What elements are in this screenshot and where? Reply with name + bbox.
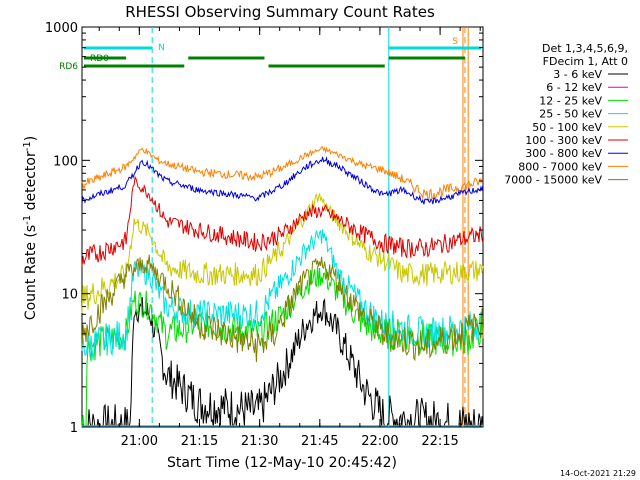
grid: RD0 RD6 N S bbox=[59, 27, 481, 427]
y-tick-label: 1000 bbox=[45, 21, 78, 36]
legend-label: 7000 - 15000 keV bbox=[504, 174, 602, 187]
chart-title: RHESSI Observing Summary Count Rates bbox=[125, 3, 435, 21]
legend-label: 3 - 6 keV bbox=[553, 68, 602, 81]
legend: Det 1,3,4,5,6,9,FDecim 1, Att 03 - 6 keV… bbox=[504, 42, 628, 187]
series-line bbox=[81, 175, 484, 267]
axes-layer: 1 10 100 1000 21:00 21:15 21:30 21:45 22:00 22:15 bbox=[45, 21, 483, 449]
footer-date: 14-Oct-2021 21:29 bbox=[560, 469, 636, 478]
n-label: N bbox=[158, 43, 165, 53]
y-tick-label: 100 bbox=[53, 154, 78, 169]
y-tick-label: 1 bbox=[70, 421, 78, 436]
x-tick-label: 21:30 bbox=[241, 434, 278, 449]
s-label: S bbox=[452, 37, 458, 47]
series-line bbox=[81, 229, 484, 360]
legend-label: 12 - 25 keV bbox=[539, 94, 602, 107]
legend-label: 300 - 800 keV bbox=[525, 147, 602, 160]
y-axis-label: Count Rate (s-1 detector-1) bbox=[22, 136, 39, 320]
y-axis-label-end: ) bbox=[23, 136, 39, 141]
rd0-label: RD0 bbox=[90, 54, 109, 64]
series-line bbox=[81, 146, 484, 201]
y-axis-label-mid: detector bbox=[23, 151, 39, 215]
x-axis-label: Start Time (12-May-10 20:45:42) bbox=[167, 455, 397, 471]
x-tick-label: 21:00 bbox=[121, 434, 158, 449]
legend-label: 6 - 12 keV bbox=[546, 81, 602, 94]
x-tick-label: 22:00 bbox=[361, 434, 398, 449]
y-tick-label: 10 bbox=[61, 288, 78, 303]
legend-header: Det 1,3,4,5,6,9, bbox=[542, 42, 628, 55]
legend-label: 100 - 300 keV bbox=[525, 134, 602, 147]
series-line bbox=[81, 193, 484, 314]
y-axis-label-sup1: -1 bbox=[22, 215, 33, 225]
x-tick-label: 22:15 bbox=[421, 434, 458, 449]
y-axis-label-main: Count Rate (s bbox=[23, 225, 39, 320]
series-layer bbox=[81, 146, 484, 428]
series-line bbox=[81, 254, 484, 363]
y-axis-label-sup2: -1 bbox=[22, 141, 33, 151]
series-line-blue bbox=[81, 156, 484, 205]
plot-frame bbox=[81, 26, 484, 428]
x-tick-label: 21:45 bbox=[301, 434, 338, 449]
rd6-label: RD6 bbox=[59, 62, 78, 72]
x-tick-label: 21:15 bbox=[181, 434, 218, 449]
series-line bbox=[81, 265, 484, 428]
legend-label: 50 - 100 keV bbox=[532, 121, 602, 134]
legend-header: FDecim 1, Att 0 bbox=[543, 55, 628, 68]
legend-label: 800 - 7000 keV bbox=[518, 160, 602, 173]
legend-label: 25 - 50 keV bbox=[539, 108, 602, 121]
